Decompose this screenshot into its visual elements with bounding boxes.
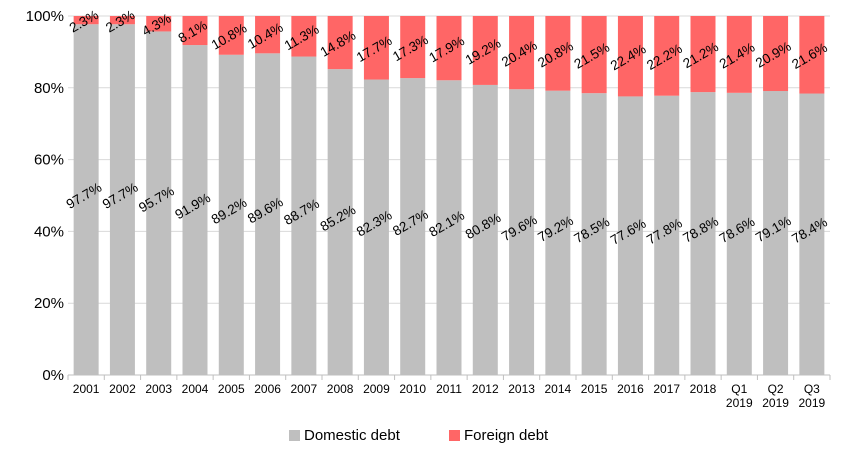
y-tick-label: 60%	[34, 152, 64, 169]
bar-domestic-debt	[255, 53, 281, 375]
bar-foreign-debt	[472, 16, 498, 85]
bar-domestic-debt	[581, 93, 607, 375]
bar-domestic-debt	[763, 91, 789, 375]
bar-foreign-debt	[617, 16, 643, 97]
x-tick-label: 2017	[653, 382, 680, 396]
bar-foreign-debt	[109, 16, 135, 25]
bar-domestic-debt	[327, 69, 353, 375]
bar-foreign-debt	[400, 16, 426, 79]
x-tick-label: 2008	[327, 382, 354, 396]
bar-foreign-debt	[291, 16, 317, 57]
x-tick-label: 2001	[73, 382, 100, 396]
bar-foreign-debt	[763, 16, 789, 92]
bar-foreign-debt	[545, 16, 571, 91]
bar-domestic-debt	[545, 90, 571, 375]
x-tick-label: 2014	[545, 382, 572, 396]
x-tick-label: 2011	[436, 382, 462, 396]
x-tick-label: 2006	[254, 382, 281, 396]
legend: Domestic debt Foreign debt	[289, 427, 549, 444]
y-tick-label: 100%	[26, 8, 64, 25]
legend-swatch	[289, 430, 300, 441]
x-tick-label: 2002	[109, 382, 136, 396]
y-tick-label: 80%	[34, 80, 64, 97]
x-axis: 2001 2002 2003 2004 2005 2006 2007 2008 2009 2010…	[67, 374, 831, 410]
bar-domestic-debt	[436, 80, 462, 376]
bar-domestic-debt	[218, 54, 244, 375]
bar-foreign-debt	[654, 16, 680, 96]
x-tick-label: 2018	[690, 382, 717, 396]
bar-domestic-debt	[799, 93, 825, 375]
legend-label: Foreign debt	[464, 427, 549, 444]
bar-foreign-debt	[726, 16, 752, 93]
x-tick-label: 2013	[508, 382, 535, 396]
x-tick-label: 2007	[291, 382, 318, 396]
x-tick-label: 2005	[218, 382, 245, 396]
bar-domestic-debt	[291, 56, 317, 375]
x-tick-label: Q3 2019	[799, 382, 826, 410]
x-tick-label: 2010	[399, 382, 426, 396]
bar-foreign-debt	[73, 16, 99, 25]
bar-domestic-debt	[726, 92, 752, 376]
bar-foreign-debt	[146, 16, 172, 32]
bar-foreign-debt	[363, 16, 389, 80]
bar-foreign-debt	[581, 16, 607, 94]
bar-foreign-debt	[690, 16, 716, 93]
bar-domestic-debt	[363, 79, 389, 375]
bar-domestic-debt	[617, 96, 643, 375]
x-tick-label: Q2 2019	[762, 382, 789, 410]
x-tick-label: 2015	[581, 382, 608, 396]
legend-label: Domestic debt	[304, 427, 401, 444]
bar-domestic-debt	[690, 92, 716, 375]
bar-foreign-debt	[436, 16, 462, 81]
bar-foreign-debt	[799, 16, 825, 94]
bar-domestic-debt	[509, 89, 535, 376]
legend-swatch	[449, 430, 460, 441]
y-tick-label: 20%	[34, 295, 64, 312]
bar-domestic-debt	[109, 24, 135, 376]
bar-foreign-debt	[509, 16, 535, 90]
x-tick-label: 2012	[472, 382, 499, 396]
bar-domestic-debt	[654, 95, 680, 375]
bar-domestic-debt	[146, 31, 172, 375]
bar-foreign-debt	[255, 16, 281, 54]
bar-foreign-debt	[327, 16, 353, 70]
bar-foreign-debt	[218, 16, 244, 55]
x-tick-label: 2009	[363, 382, 390, 396]
y-axis: 0% 20% 40% 60% 80% 100%	[26, 8, 64, 384]
x-tick-label: Q1 2019	[726, 382, 753, 410]
x-tick-label: 2016	[617, 382, 644, 396]
bars	[73, 16, 825, 376]
x-tick-label: 2003	[145, 382, 172, 396]
bar-domestic-debt	[182, 45, 208, 375]
x-tick-label: 2004	[182, 382, 209, 396]
y-tick-label: 40%	[34, 223, 64, 240]
bar-domestic-debt	[73, 24, 99, 376]
bar-domestic-debt	[400, 78, 426, 376]
bar-domestic-debt	[472, 84, 498, 375]
y-tick-label: 0%	[42, 367, 64, 384]
bar-foreign-debt	[182, 16, 208, 46]
